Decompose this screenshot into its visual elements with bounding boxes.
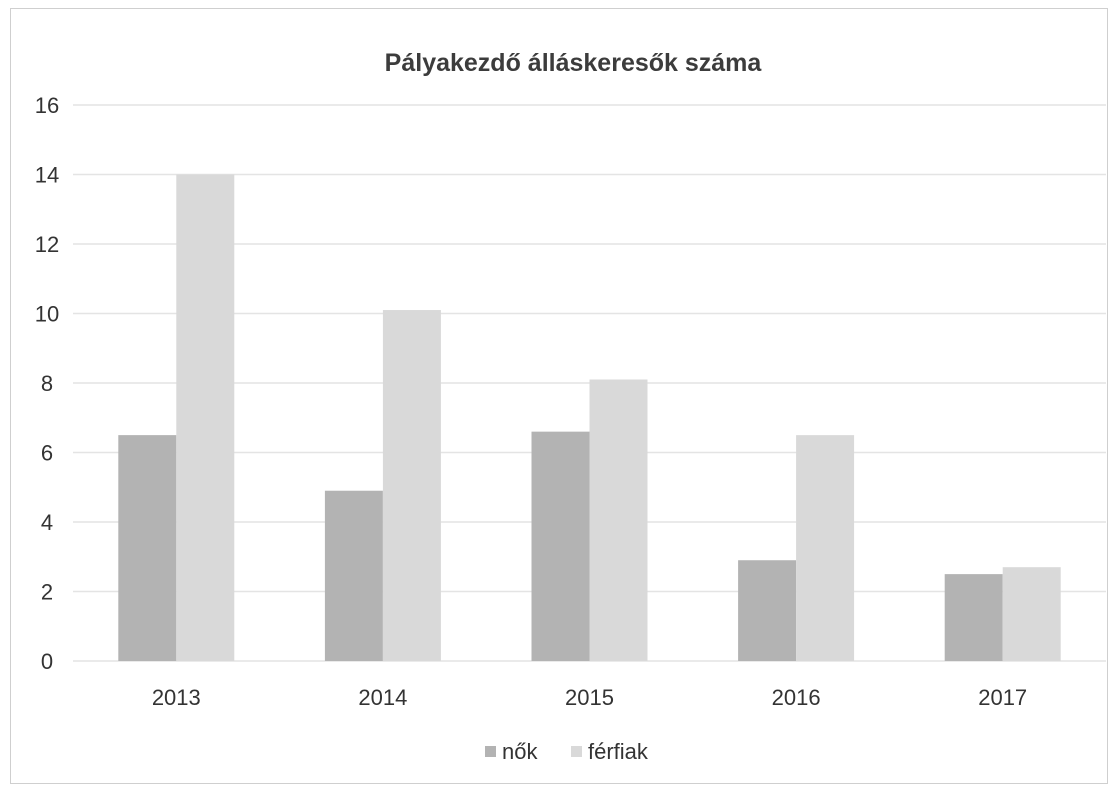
y-tick-label: 0 <box>41 649 53 674</box>
y-tick-label: 2 <box>41 580 53 605</box>
legend-swatch <box>485 746 496 757</box>
bar-nok-2016 <box>738 560 797 661</box>
y-tick-label: 6 <box>41 441 53 466</box>
bar-ferfiak-2015 <box>589 379 648 661</box>
x-tick-label: 2013 <box>152 685 201 710</box>
x-tick-label: 2015 <box>565 685 614 710</box>
chart-area: Pályakezdő álláskeresők száma 0 2 4 6 8 10 12 1… <box>10 8 1108 784</box>
x-tick-label: 2017 <box>978 685 1027 710</box>
legend: nők férfiak <box>485 739 649 764</box>
bar-chart: Pályakezdő álláskeresők száma 0 2 4 6 8 10 12 1… <box>35 49 1106 764</box>
x-axis-ticks: 2013 2014 2015 2016 2017 <box>152 685 1027 710</box>
y-axis-ticks: 0 2 4 6 8 10 12 14 16 <box>35 93 59 674</box>
legend-swatch <box>571 746 582 757</box>
bar-nok-2015 <box>531 431 590 661</box>
x-tick-label: 2014 <box>358 685 407 710</box>
legend-label: nők <box>502 739 538 764</box>
bar-ferfiak-2017 <box>1002 567 1061 661</box>
bars <box>118 174 1061 661</box>
chart-title: Pályakezdő álláskeresők száma <box>385 49 763 77</box>
y-tick-label: 14 <box>35 163 59 188</box>
bar-nok-2014 <box>324 490 383 661</box>
y-tick-label: 8 <box>41 371 53 396</box>
bar-nok-2013 <box>118 435 177 661</box>
bar-nok-2017 <box>944 574 1003 661</box>
y-tick-label: 4 <box>41 510 53 535</box>
x-tick-label: 2016 <box>772 685 821 710</box>
bar-ferfiak-2013 <box>176 174 235 661</box>
y-tick-label: 16 <box>35 93 59 118</box>
bar-ferfiak-2016 <box>796 435 855 661</box>
bar-ferfiak-2014 <box>382 310 441 661</box>
legend-label: férfiak <box>588 739 649 764</box>
y-tick-label: 10 <box>35 302 59 327</box>
y-tick-label: 12 <box>35 232 59 257</box>
